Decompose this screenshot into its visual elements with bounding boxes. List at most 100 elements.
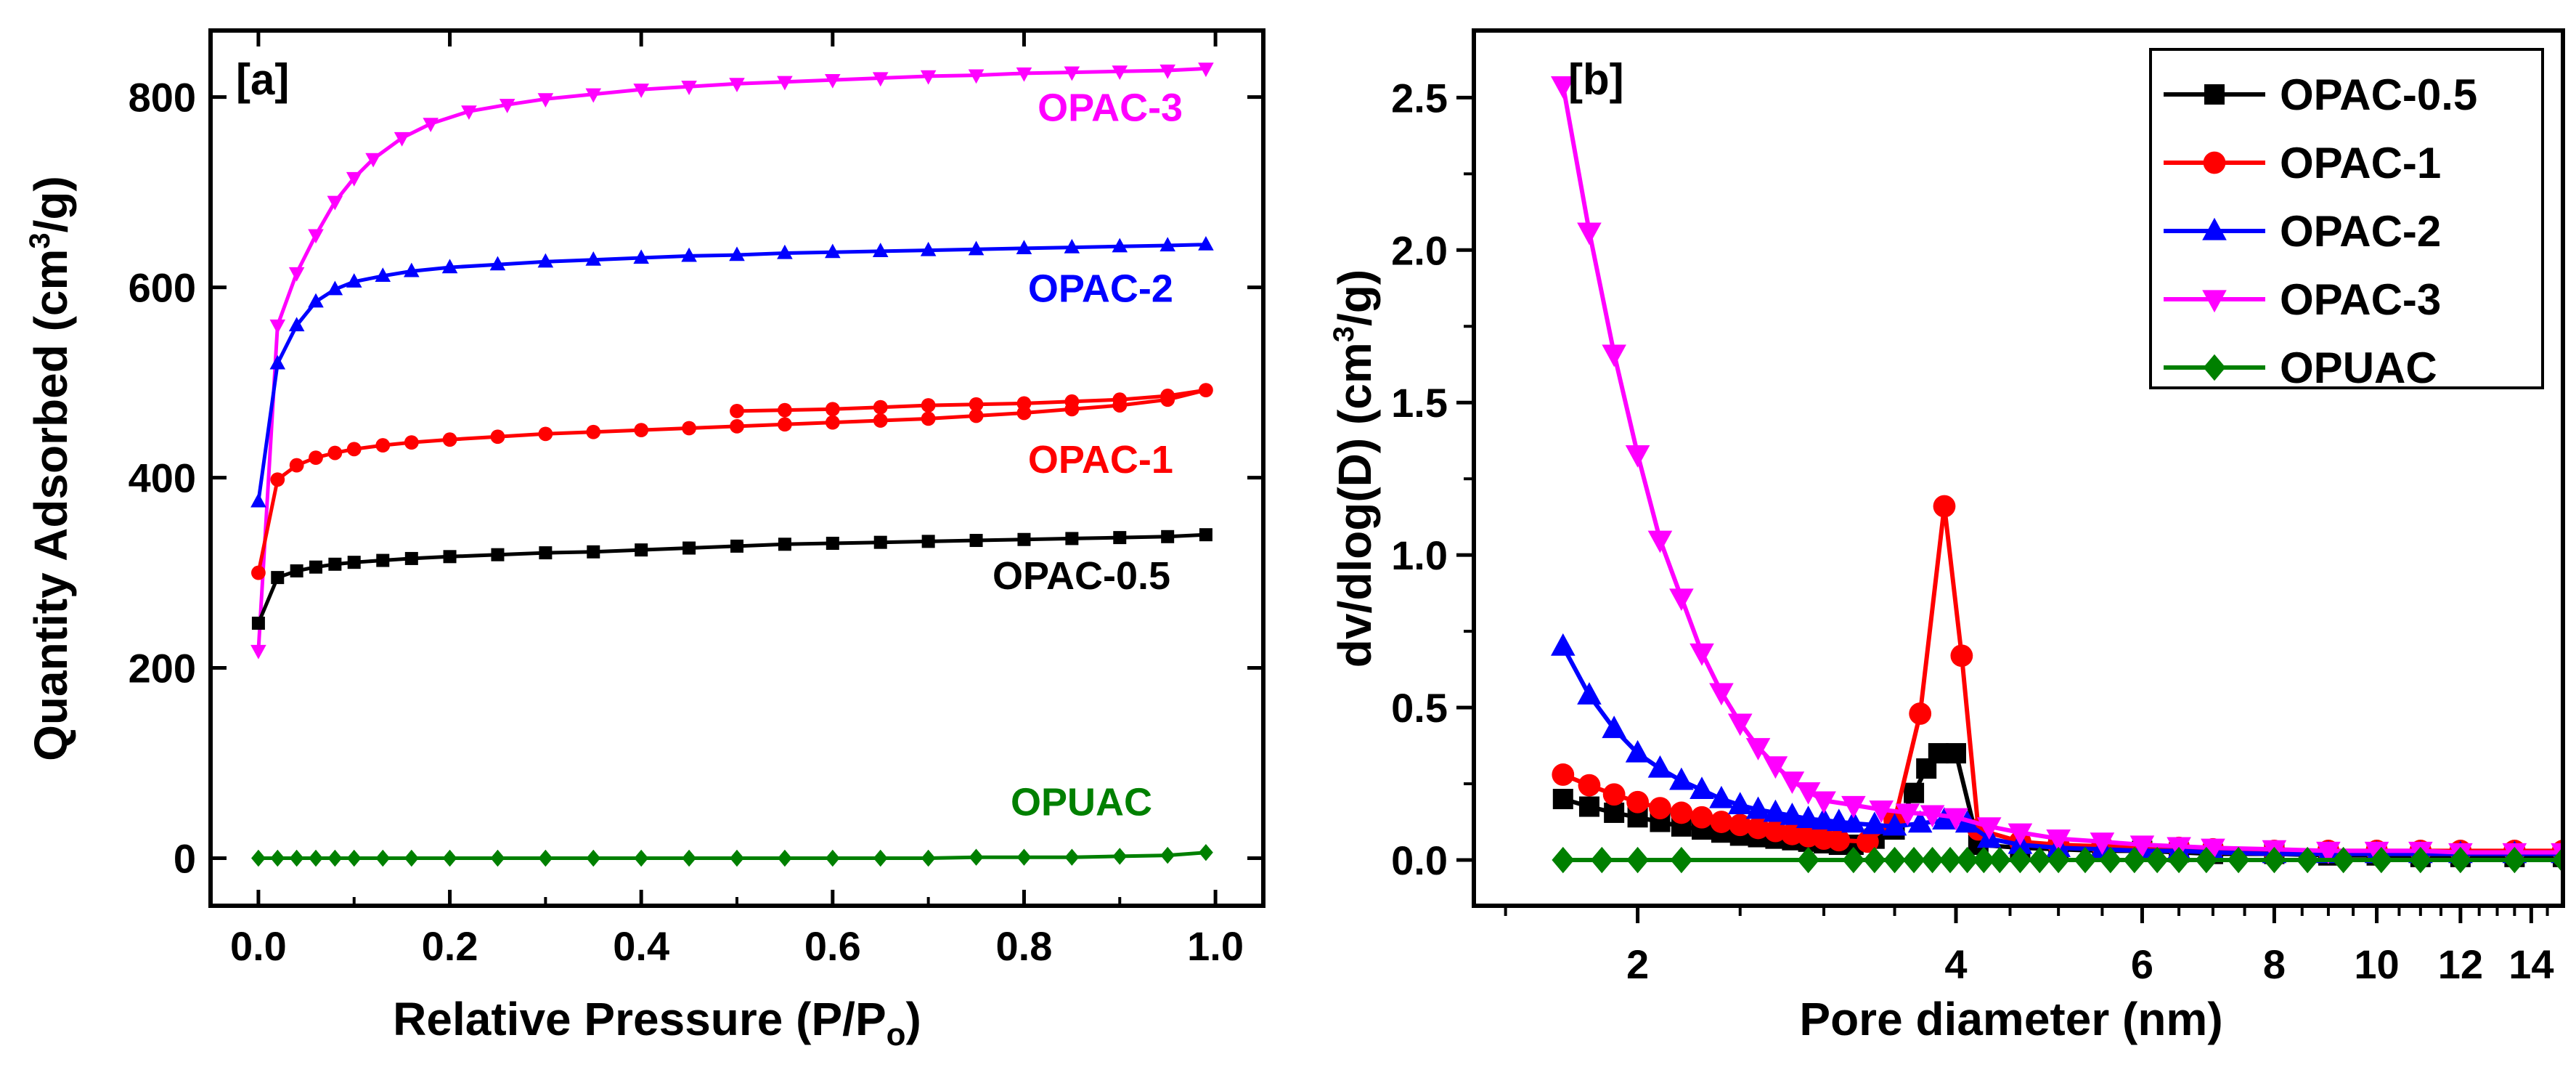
- data-point: [1578, 774, 1601, 797]
- data-point: [539, 546, 553, 560]
- legend-label: OPAC-1: [2280, 139, 2441, 187]
- x-tick-label: 10: [2354, 941, 2399, 987]
- data-point: [1729, 814, 1752, 837]
- y-tick-label: 1.5: [1391, 380, 1448, 426]
- data-point: [969, 534, 983, 548]
- data-point: [328, 557, 342, 571]
- data-point: [376, 553, 390, 567]
- x-tick-label: 0.4: [613, 923, 669, 969]
- y-tick-label: 2.5: [1391, 75, 1448, 121]
- data-point: [969, 848, 984, 866]
- data-point: [442, 432, 457, 447]
- series-opac-1: [251, 383, 1213, 580]
- data-point: [730, 539, 743, 553]
- data-point: [968, 240, 985, 256]
- data-point: [2123, 846, 2146, 874]
- data-point: [1602, 344, 1626, 368]
- data-point: [489, 256, 506, 271]
- data-point: [1863, 846, 1886, 874]
- data-point: [585, 251, 602, 266]
- data-point: [1159, 64, 1175, 79]
- data-point: [1950, 644, 1973, 668]
- data-point: [778, 849, 792, 867]
- data-point: [872, 72, 889, 87]
- data-point: [404, 551, 418, 565]
- series-annotation-opac-1: OPAC-1: [1028, 438, 1173, 482]
- data-point: [461, 105, 477, 121]
- data-point: [1552, 789, 1573, 810]
- data-point: [2074, 846, 2097, 874]
- series-opac-1: [1552, 495, 2563, 862]
- legend-box: [2149, 48, 2544, 389]
- data-point: [634, 423, 649, 438]
- data-point: [1647, 755, 1673, 778]
- data-point: [1577, 682, 1602, 705]
- data-point: [1604, 802, 1625, 823]
- data-point: [1625, 739, 1650, 763]
- data-point: [1827, 829, 1851, 852]
- data-point: [288, 317, 305, 332]
- series-opac-0-5: [251, 528, 1212, 630]
- data-point: [1551, 633, 1576, 656]
- data-point: [346, 442, 362, 457]
- data-point: [1649, 797, 1671, 820]
- data-point: [1161, 530, 1175, 543]
- data-point: [1920, 805, 1945, 828]
- data-point: [1764, 819, 1787, 843]
- panel-b-y-axis-title: dv/dlog(D) (cm3/g): [1328, 269, 1381, 668]
- data-point: [1710, 811, 1733, 833]
- panel-a-ticks: 0.0 0.2 0.4 0.6 0.8 1.0 0 200 400 600 800: [129, 31, 1263, 969]
- data-point: [1921, 846, 1944, 874]
- series-annotation-opac-3: OPAC-3: [1038, 86, 1183, 129]
- legend-item-opac-2: OPAC-2: [2164, 207, 2441, 256]
- data-point: [1016, 67, 1032, 82]
- data-point: [365, 153, 381, 168]
- data-point: [2503, 846, 2526, 874]
- data-point: [270, 849, 285, 867]
- y-tick-label: 0.0: [1391, 837, 1448, 883]
- data-point: [1626, 846, 1649, 874]
- data-point: [1690, 806, 1713, 829]
- legend-label: OPUAC: [2280, 344, 2437, 392]
- data-point: [404, 262, 420, 277]
- data-point: [730, 404, 744, 418]
- panel-a-x-axis-title: Relative Pressure (P/Po): [393, 993, 921, 1052]
- series-annotation-opuac: OPUAC: [1011, 781, 1152, 824]
- y-tick-label: 400: [129, 455, 196, 501]
- data-point: [1907, 810, 1933, 833]
- data-point: [1577, 222, 1602, 246]
- data-point: [1016, 240, 1032, 255]
- data-point: [538, 849, 553, 867]
- data-point: [585, 88, 602, 103]
- x-tick-label: 0.6: [804, 923, 861, 969]
- data-point: [777, 76, 793, 91]
- data-point: [682, 541, 696, 555]
- data-point: [2009, 846, 2031, 874]
- data-point: [1932, 807, 1957, 830]
- data-point: [308, 293, 324, 308]
- data-point: [1956, 846, 1979, 874]
- legend-marker: [2202, 290, 2227, 313]
- data-point: [441, 259, 458, 274]
- legend-label: OPAC-0.5: [2280, 70, 2477, 119]
- data-point: [633, 84, 649, 98]
- data-point: [1909, 702, 1932, 725]
- legend-marker: [2203, 354, 2226, 381]
- data-point: [1198, 62, 1214, 78]
- data-point: [1670, 801, 1693, 824]
- data-point: [404, 849, 419, 867]
- data-point: [872, 243, 889, 257]
- data-point: [2201, 838, 2225, 861]
- x-tick-label: 0.2: [422, 923, 478, 969]
- data-point: [423, 118, 439, 133]
- data-point: [633, 249, 649, 264]
- data-point: [1160, 389, 1175, 403]
- data-point: [681, 81, 697, 95]
- data-point: [250, 644, 266, 660]
- data-point: [2449, 846, 2472, 874]
- y-tick-label: 0: [174, 836, 196, 882]
- data-point: [1972, 846, 1995, 874]
- data-point: [2046, 829, 2071, 852]
- data-point: [873, 399, 888, 415]
